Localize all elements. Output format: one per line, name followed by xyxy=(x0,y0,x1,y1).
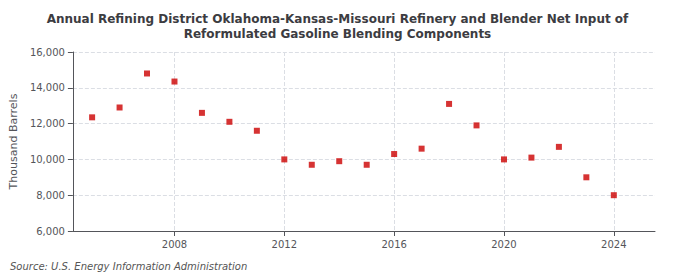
svg-text:2012: 2012 xyxy=(272,239,297,250)
svg-text:14,000: 14,000 xyxy=(30,82,65,93)
svg-text:Source: U.S. Energy Informatio: Source: U.S. Energy Information Administ… xyxy=(10,261,247,272)
svg-text:10,000: 10,000 xyxy=(30,154,65,165)
svg-text:Annual Refining District Oklah: Annual Refining District Oklahoma-Kansas… xyxy=(47,12,629,26)
svg-text:Reformulated Gasoline Blending: Reformulated Gasoline Blending Component… xyxy=(184,27,492,41)
svg-text:12,000: 12,000 xyxy=(30,118,65,129)
svg-text:2024: 2024 xyxy=(601,239,626,250)
svg-text:Thousand Barrels: Thousand Barrels xyxy=(7,93,20,190)
svg-text:2016: 2016 xyxy=(381,239,406,250)
svg-text:8,000: 8,000 xyxy=(36,190,65,201)
svg-text:2008: 2008 xyxy=(162,239,187,250)
svg-text:6,000: 6,000 xyxy=(36,226,65,237)
svg-text:16,000: 16,000 xyxy=(30,47,65,58)
svg-text:2020: 2020 xyxy=(491,239,516,250)
